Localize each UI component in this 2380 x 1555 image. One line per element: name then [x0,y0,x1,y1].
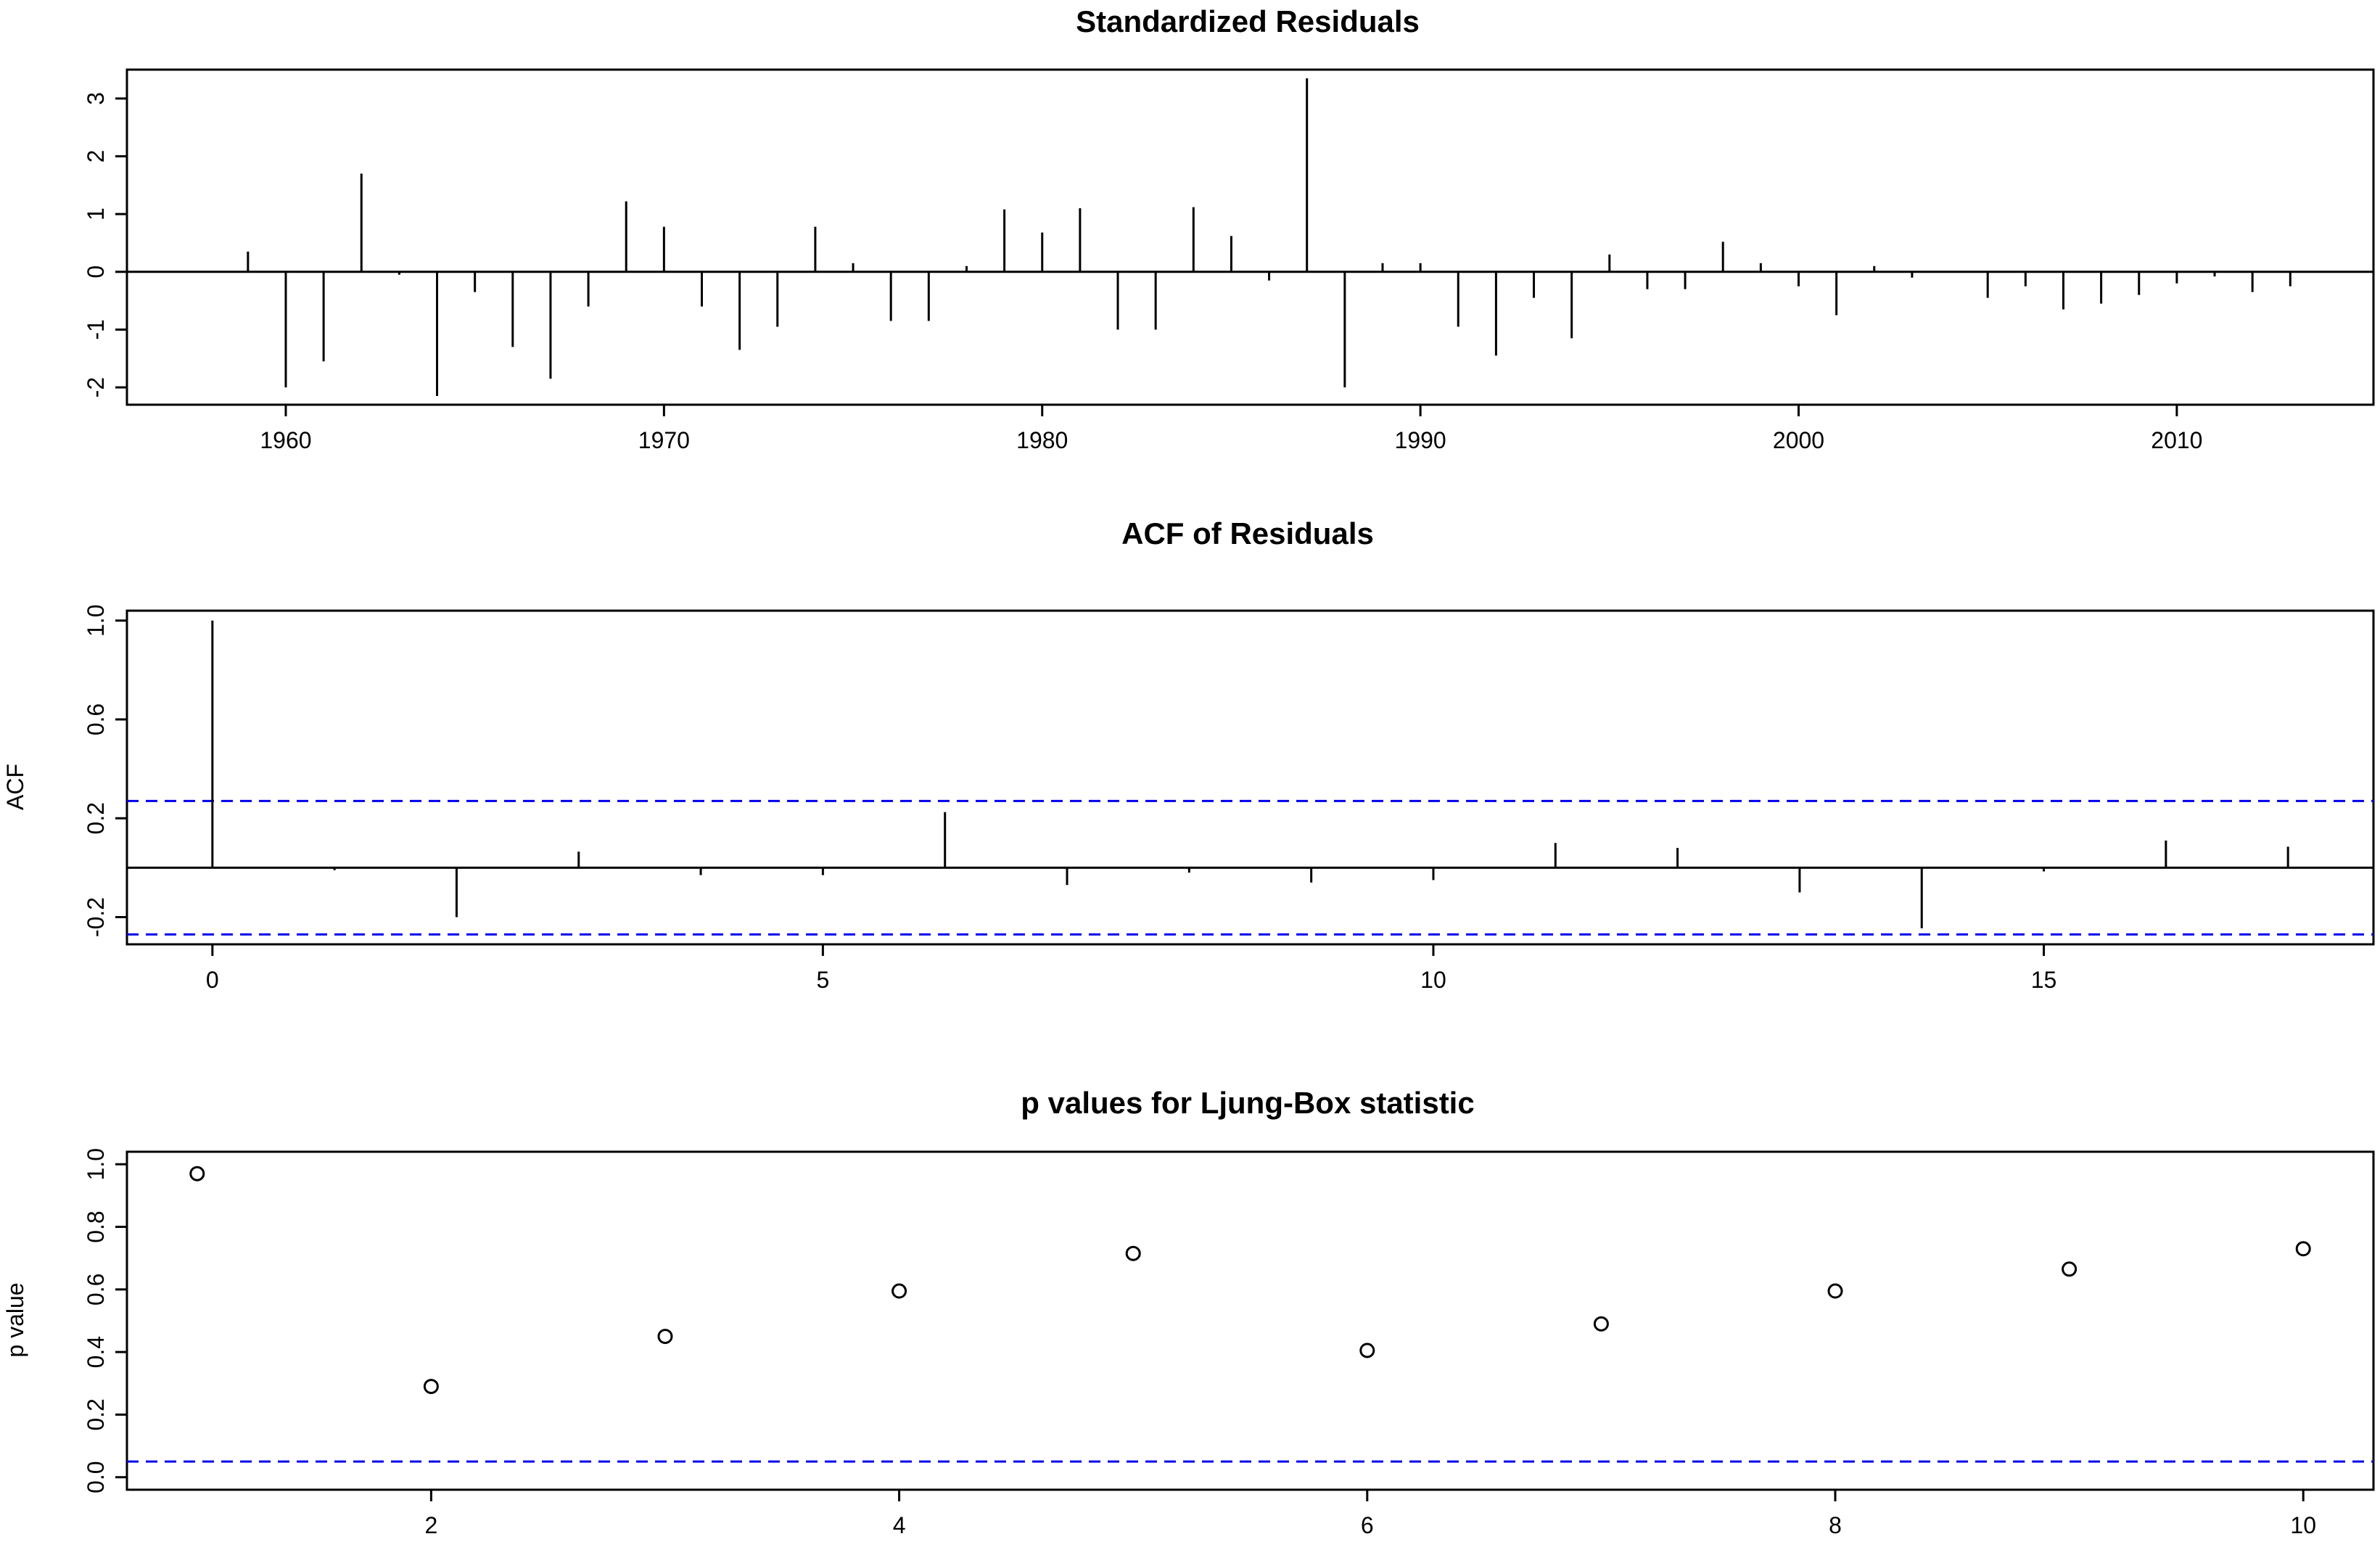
x-tick-label: 1960 [260,427,311,453]
y-tick-label: 3 [83,92,109,105]
standardized-residuals-panel: Standardized Residuals 1960 1970 1980 1990 2… [83,4,2375,453]
p-value-point [2062,1261,2078,1277]
p-value-point [1593,1316,1609,1332]
plot-frame [125,1150,2375,1491]
x-tick-label: 0 [206,967,219,993]
x-tick-label: 2000 [1773,427,1824,453]
plot-frame [125,609,2375,946]
x-tick-label: 1990 [1395,427,1446,453]
standardized-residuals-title: Standardized Residuals [1076,4,1420,38]
x-tick-label: 1980 [1016,427,1068,453]
y-tick-label: 0.0 [83,1461,109,1493]
y-tick-label: 0 [83,265,109,279]
p-value-point [1827,1283,1843,1299]
p-value-y-axis-label: p value [2,1282,28,1357]
acf-panel: ACF of Residuals ACF 0 5 10 15 -0.2 0.2 0.6 1.… [2,516,2375,993]
x-tick-label: 2 [424,1512,437,1538]
ljung-box-title: p values for Ljung-Box statistic [1021,1086,1474,1120]
x-tick-label: 6 [1361,1512,1374,1538]
y-tick-label: -2 [83,377,109,397]
y-tick-label: 0.8 [83,1210,109,1242]
y-tick-label: 2 [83,150,109,163]
x-tick-label: 1970 [638,427,690,453]
y-tick-label: 0.2 [83,1398,109,1430]
y-tick-label: 1.0 [83,604,109,636]
x-tick-label: 10 [2290,1512,2316,1538]
x-tick-label: 15 [2031,967,2057,993]
y-tick-label: 0.4 [83,1336,109,1368]
y-tick-label: 0.2 [83,802,109,834]
x-tick-label: 8 [1829,1512,1842,1538]
p-value-point [189,1166,205,1181]
acf-title: ACF of Residuals [1121,516,1374,550]
p-value-point [423,1379,439,1395]
y-tick-label: 0.6 [83,704,109,735]
y-tick-label: 1.0 [83,1148,109,1180]
p-value-point [2295,1241,2311,1257]
y-tick-label: -1 [83,319,109,339]
p-value-point [1125,1245,1141,1261]
plot-frame [125,68,2375,406]
p-value-point [892,1283,907,1299]
p-value-point [1359,1342,1375,1358]
y-tick-label: 0.6 [83,1274,109,1306]
x-tick-label: 2010 [2151,427,2202,453]
x-tick-label: 4 [893,1512,906,1538]
y-tick-label: -0.2 [83,897,109,937]
p-value-point [657,1329,673,1345]
ljung-box-panel: p values for Ljung-Box statistic p value… [2,1086,2375,1538]
y-tick-label: 1 [83,207,109,220]
acf-y-axis-label: ACF [2,764,28,810]
x-tick-label: 10 [1420,967,1446,993]
x-tick-label: 5 [816,967,829,993]
